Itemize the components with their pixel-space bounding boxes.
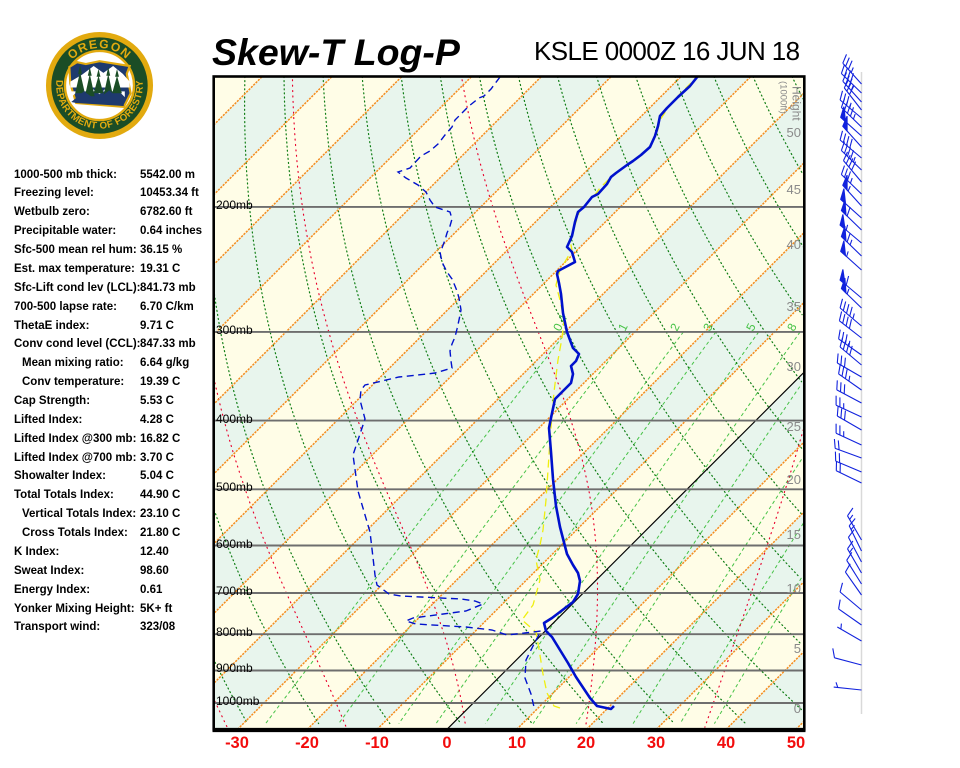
svg-text:(1000ft): (1000ft) bbox=[778, 81, 789, 114]
svg-text:-10: -10 bbox=[365, 734, 389, 752]
svg-text:35: 35 bbox=[787, 299, 801, 314]
svg-text:800mb: 800mb bbox=[216, 625, 253, 639]
svg-text:0: 0 bbox=[442, 734, 451, 752]
svg-text:200mb: 200mb bbox=[216, 198, 253, 212]
svg-text:30: 30 bbox=[787, 359, 801, 374]
svg-text:600mb: 600mb bbox=[216, 537, 253, 551]
svg-text:-20: -20 bbox=[295, 734, 319, 752]
svg-text:-30: -30 bbox=[225, 734, 249, 752]
svg-text:300mb: 300mb bbox=[216, 323, 253, 337]
svg-text:0: 0 bbox=[794, 701, 801, 716]
svg-text:50: 50 bbox=[787, 125, 801, 140]
svg-text:10: 10 bbox=[787, 581, 801, 596]
svg-text:20: 20 bbox=[787, 472, 801, 487]
svg-text:15: 15 bbox=[787, 527, 801, 542]
svg-text:500mb: 500mb bbox=[216, 480, 253, 494]
svg-text:Height: Height bbox=[790, 86, 804, 121]
svg-text:1000mb: 1000mb bbox=[216, 694, 260, 708]
svg-text:40: 40 bbox=[717, 734, 735, 752]
svg-text:900mb: 900mb bbox=[216, 661, 253, 675]
svg-text:30: 30 bbox=[647, 734, 665, 752]
svg-text:5: 5 bbox=[794, 641, 801, 656]
svg-text:50: 50 bbox=[787, 734, 805, 752]
svg-text:400mb: 400mb bbox=[216, 412, 253, 426]
svg-text:20: 20 bbox=[577, 734, 595, 752]
svg-text:10: 10 bbox=[508, 734, 526, 752]
svg-text:25: 25 bbox=[787, 419, 801, 434]
svg-text:40: 40 bbox=[787, 237, 801, 252]
svg-text:700mb: 700mb bbox=[216, 584, 253, 598]
svg-text:45: 45 bbox=[787, 182, 801, 197]
